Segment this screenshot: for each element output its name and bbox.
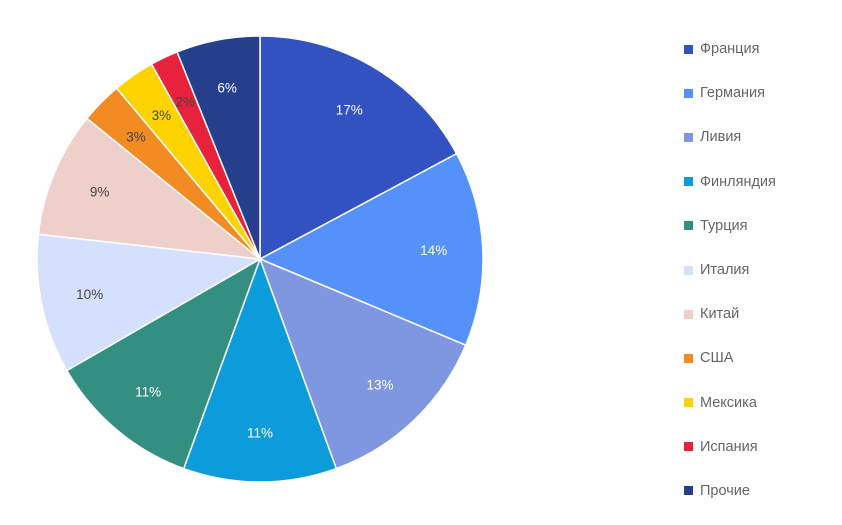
legend-item[interactable]: Турция (684, 204, 776, 248)
pie-value-label: 9% (90, 184, 110, 199)
legend-label: Турция (700, 217, 748, 234)
legend-item[interactable]: Ливия (684, 115, 776, 159)
pie-slice[interactable] (37, 117, 263, 261)
legend-swatch (684, 132, 693, 142)
legend-item[interactable]: Прочие (684, 469, 776, 513)
pie-slice[interactable] (258, 257, 467, 470)
legend-label: Финляндия (700, 173, 776, 190)
legend-label: Ливия (700, 129, 742, 146)
legend-item[interactable]: Испания (684, 425, 776, 469)
legend-item[interactable]: Италия (684, 248, 776, 292)
pie-value-label: 11% (247, 425, 273, 440)
pie-slices (36, 35, 484, 483)
legend-label: Италия (700, 262, 750, 279)
legend-swatch (684, 221, 693, 231)
pie-slice[interactable] (65, 257, 262, 470)
legend-swatch (684, 353, 693, 363)
legend-label: Прочие (700, 482, 750, 499)
pie-value-label: 14% (420, 243, 447, 258)
pie-value-label: 2% (175, 94, 195, 109)
legend: Франция Германия Ливия Финляндия Турция … (684, 27, 776, 513)
legend-label: Франция (700, 41, 760, 58)
pie-slice[interactable] (36, 233, 263, 372)
legend-label: Германия (700, 85, 766, 102)
legend-label: Испания (700, 438, 758, 455)
legend-swatch (684, 177, 693, 187)
legend-item[interactable]: Финляндия (684, 160, 776, 204)
legend-swatch (684, 309, 693, 319)
legend-item[interactable]: Франция (684, 27, 776, 71)
legend-label: Мексика (700, 394, 757, 411)
legend-swatch (684, 265, 693, 275)
pie-value-label: 17% (336, 102, 363, 117)
legend-label: США (700, 350, 734, 367)
legend-swatch (684, 88, 693, 98)
pie-value-label: 11% (135, 385, 161, 400)
pie-slice[interactable] (258, 152, 484, 347)
legend-swatch (684, 442, 693, 452)
legend-swatch (684, 486, 693, 496)
pie-slice[interactable] (176, 35, 261, 260)
pie-slice[interactable] (259, 35, 458, 261)
legend-swatch (684, 398, 693, 408)
pie-value-label: 6% (217, 81, 237, 96)
pie-value-label: 3% (126, 130, 146, 145)
pie-labels: 17%14%13%11%11%10%9%3%3%2%6% (76, 81, 447, 441)
legend-item[interactable]: Китай (684, 292, 776, 336)
pie-value-label: 3% (152, 108, 172, 123)
pie-value-label: 13% (366, 377, 393, 392)
legend-item[interactable]: Мексика (684, 381, 776, 425)
legend-item[interactable]: США (684, 336, 776, 380)
legend-label: Китай (700, 306, 740, 323)
pie-value-label: 10% (76, 287, 103, 302)
legend-item[interactable]: Германия (684, 71, 776, 115)
legend-swatch (684, 44, 693, 54)
pie-slice[interactable] (182, 256, 338, 483)
